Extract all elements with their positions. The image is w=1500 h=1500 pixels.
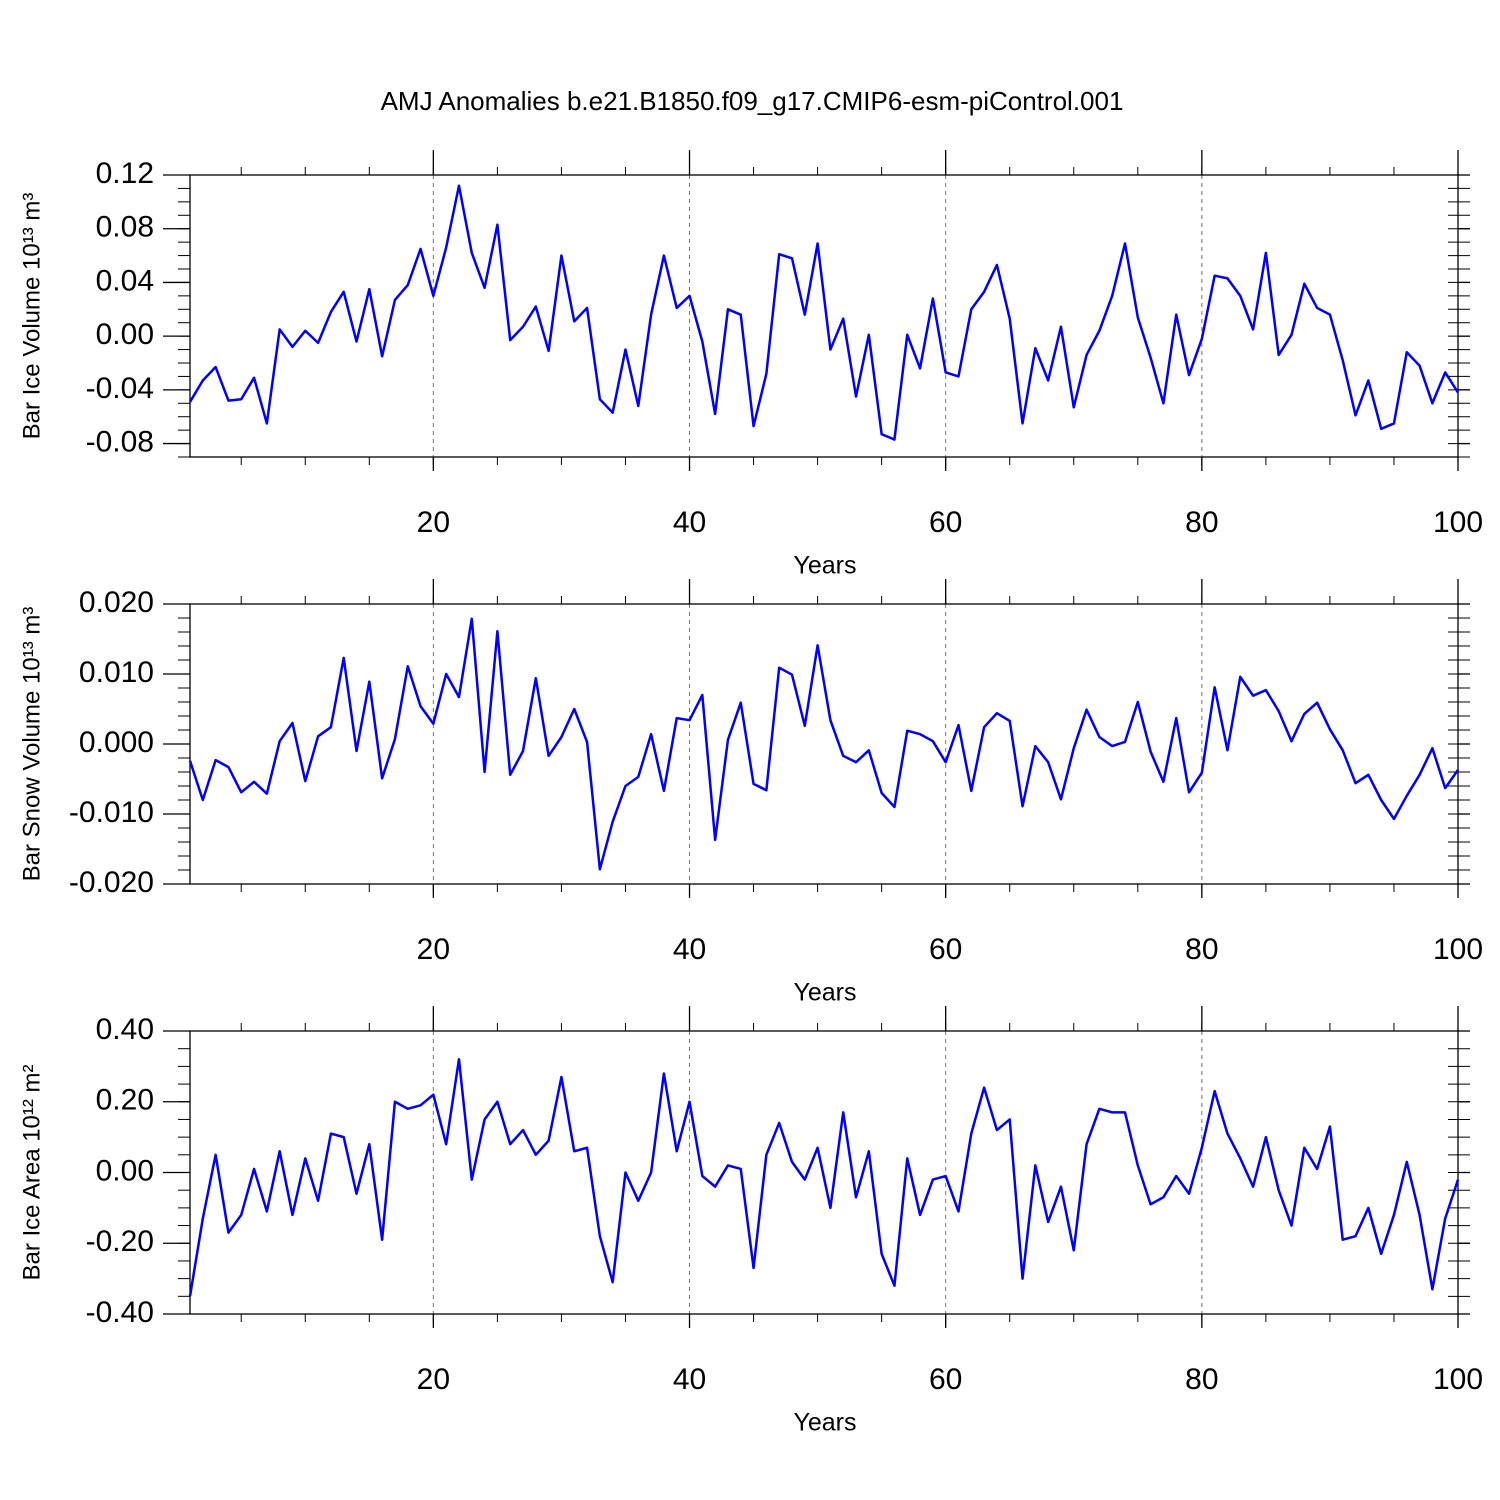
y-tick-label: 0.020 [79, 586, 154, 619]
y-tick-label: 0.40 [96, 1013, 154, 1046]
x-tick-label: 60 [929, 506, 962, 539]
plot-frame [189, 1030, 1459, 1315]
x-tick-label: 40 [673, 933, 706, 966]
x-tick-label: 80 [1185, 1363, 1218, 1396]
panel: 20 40 60 80 100 -0.08 -0.04 0.00 0.04 0.08 0.12 Yea… [18, 150, 1483, 580]
y-tick-label: 0.12 [96, 157, 154, 190]
y-tick-label: -0.020 [69, 866, 154, 899]
x-tick-label: 20 [417, 1363, 450, 1396]
x-tick-label: 60 [929, 933, 962, 966]
plot-frame [189, 603, 1459, 885]
y-tick-label: -0.20 [86, 1225, 154, 1258]
x-axis-label: Years [793, 552, 856, 580]
data-line [188, 1058, 1460, 1297]
x-tick-label: 20 [417, 506, 450, 539]
x-axis-label: Years [793, 1409, 856, 1437]
data-line [188, 617, 1460, 871]
y-tick-label: 0.010 [79, 656, 154, 689]
y-axis-label: Bar Ice Area 10¹² m² [18, 1064, 45, 1280]
x-tick-label: 100 [1433, 933, 1483, 966]
y-tick-label: 0.00 [96, 1154, 154, 1187]
data-line [188, 184, 1460, 441]
x-axis-label: Years [793, 979, 856, 1007]
y-axis-label: Bar Snow Volume 10¹³ m³ [18, 607, 45, 882]
y-tick-label: 0.000 [79, 726, 154, 759]
y-tick-label: -0.010 [69, 796, 154, 829]
y-tick-label: -0.40 [86, 1296, 154, 1329]
x-tick-label: 100 [1433, 506, 1483, 539]
x-tick-label: 80 [1185, 506, 1218, 539]
y-tick-label: 0.20 [96, 1084, 154, 1117]
y-tick-label: 0.08 [96, 211, 154, 244]
y-tick-label: -0.04 [86, 372, 154, 405]
x-tick-label: 80 [1185, 933, 1218, 966]
figure-title: AMJ Anomalies b.e21.B1850.f09_g17.CMIP6-… [381, 86, 1124, 116]
x-tick-label: 60 [929, 1363, 962, 1396]
plot-frame [189, 174, 1459, 458]
y-axis-label: Bar Ice Volume 10¹³ m³ [18, 193, 45, 440]
panel: 20 40 60 80 100 -0.40 -0.20 0.00 0.20 0.40 Years Ba… [18, 1006, 1483, 1437]
x-tick-label: 40 [673, 506, 706, 539]
x-tick-label: 40 [673, 1363, 706, 1396]
y-tick-label: 0.00 [96, 318, 154, 351]
y-tick-label: 0.04 [96, 264, 154, 297]
panel: 20 40 60 80 100 -0.020 -0.010 0.000 0.010 0.020 Ye… [18, 579, 1483, 1007]
y-tick-label: -0.08 [86, 425, 154, 458]
x-tick-label: 100 [1433, 1363, 1483, 1396]
x-tick-label: 20 [417, 933, 450, 966]
